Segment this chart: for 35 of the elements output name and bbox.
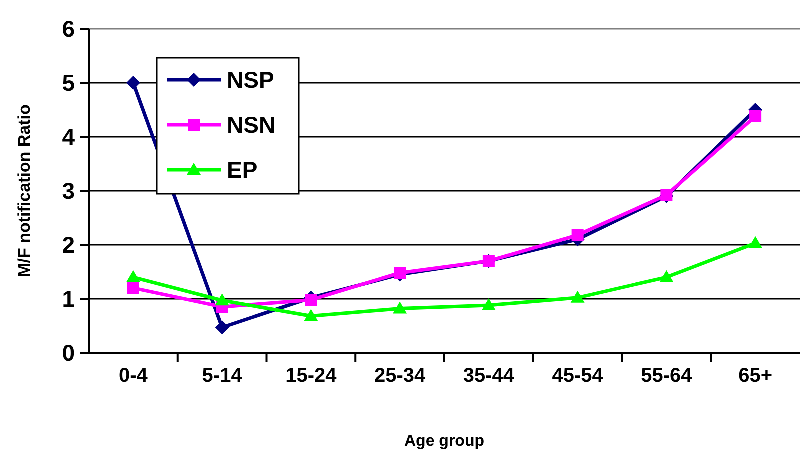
point <box>215 294 230 306</box>
point <box>572 229 584 242</box>
y-axis-title: M/F notification Ratio <box>15 104 34 278</box>
point <box>750 110 762 122</box>
y-tick-label: 6 <box>62 16 75 42</box>
x-tick-label: 0-4 <box>118 365 149 387</box>
legend-label: EP <box>227 157 258 184</box>
point <box>126 76 140 90</box>
point <box>570 290 585 303</box>
y-tick-label: 0 <box>62 340 75 366</box>
point <box>126 270 140 282</box>
x-axis-title: Age group <box>404 433 485 450</box>
point <box>394 267 406 280</box>
y-tick-label: 2 <box>62 232 75 258</box>
point <box>215 320 230 335</box>
point <box>393 302 408 314</box>
y-tick-label: 1 <box>62 286 76 312</box>
point <box>304 309 318 322</box>
y-tick-label: 4 <box>62 124 76 150</box>
x-tick-label: 65+ <box>738 365 773 387</box>
y-tick-label: 5 <box>62 70 76 96</box>
x-tick-label: 25-34 <box>374 365 427 387</box>
y-tick-label: 3 <box>62 178 75 204</box>
point <box>748 236 763 248</box>
x-tick-label: 35-44 <box>463 365 516 387</box>
x-tick-label: 45-54 <box>552 365 604 387</box>
point <box>305 294 318 306</box>
x-tick-label: 15-24 <box>286 365 338 387</box>
point <box>127 282 140 294</box>
x-tick-label: 55-64 <box>641 365 694 387</box>
point <box>482 298 496 310</box>
legend-label: NSP <box>227 67 274 94</box>
point <box>660 270 674 282</box>
legend-label: NSN <box>227 112 276 138</box>
x-tick-label: 5-14 <box>202 365 244 387</box>
